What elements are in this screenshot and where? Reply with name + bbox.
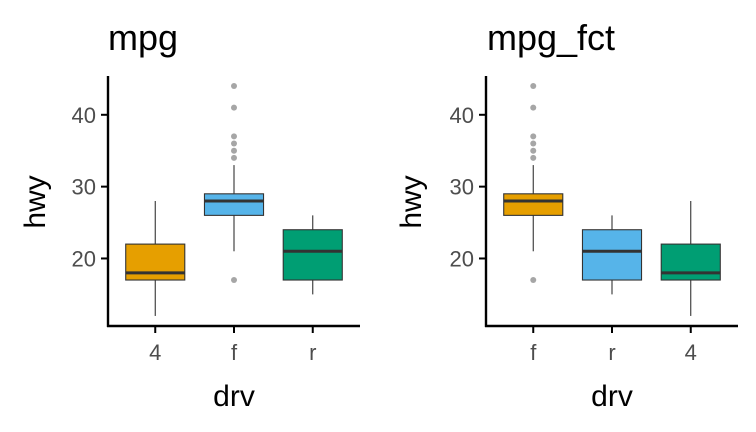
box-r (282, 215, 343, 295)
y-axis-title: hwy (395, 175, 428, 228)
box-f (203, 83, 265, 284)
y-axis-title: hwy (19, 175, 52, 228)
outlier-point (530, 147, 537, 154)
box-body (581, 229, 643, 281)
outlier-point (530, 154, 537, 161)
outlier-point (231, 104, 237, 111)
y-tick-label: 20 (450, 246, 474, 271)
y-tick-label: 30 (72, 175, 96, 200)
outlier-point (231, 154, 237, 161)
x-tick-label: f (530, 340, 537, 365)
panel-title: mpg_fct (487, 17, 615, 58)
panel-mpg-fct: mpg_fct hwy drv 20 30 40 f r 4 (395, 17, 738, 413)
outlier-point (530, 140, 537, 147)
x-axis-title: drv (213, 380, 255, 413)
y-tick-label: 40 (450, 103, 474, 128)
x-tick-label: r (608, 340, 615, 365)
outlier-point (231, 83, 237, 90)
panel-mpg: mpg hwy drv 20 30 40 4 f r (19, 17, 360, 413)
box-4 (125, 201, 186, 316)
outlier-point (530, 277, 537, 284)
outlier-point (231, 277, 237, 284)
outlier-point (231, 133, 237, 140)
box-body (203, 193, 265, 216)
box-body (503, 193, 564, 216)
outlier-point (231, 140, 237, 147)
panel-title: mpg (108, 17, 178, 58)
box-4 (660, 201, 721, 316)
box-body (660, 243, 721, 281)
plot-area: 20 30 40 4 f r (72, 76, 360, 365)
outlier-point (530, 104, 537, 111)
x-tick-label: r (309, 340, 316, 365)
outlier-point (530, 83, 537, 90)
x-tick-label: f (231, 340, 238, 365)
box-r (581, 215, 643, 295)
box-body (282, 229, 343, 281)
outlier-point (530, 133, 537, 140)
y-tick-label: 30 (450, 175, 474, 200)
y-tick-label: 20 (72, 246, 96, 271)
x-tick-label: 4 (149, 340, 161, 365)
y-tick-label: 40 (72, 103, 96, 128)
x-axis-title: drv (591, 380, 633, 413)
box-body (125, 243, 186, 281)
x-tick-label: 4 (685, 340, 697, 365)
box-f (503, 83, 564, 284)
outlier-point (231, 147, 237, 154)
plot-area: 20 30 40 f r 4 (450, 76, 738, 365)
